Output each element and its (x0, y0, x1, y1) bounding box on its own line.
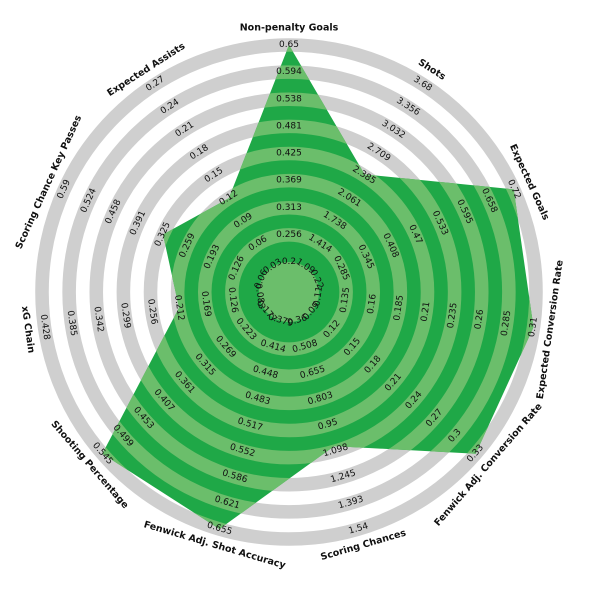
tick-label: 0.256 (145, 298, 159, 325)
tick-label: 0.11 (312, 286, 325, 307)
tick-label: 0.31 (527, 317, 540, 338)
shape-ring-band (225, 228, 353, 356)
tick-label: 0.594 (276, 67, 302, 77)
tick-label: 0.299 (118, 302, 132, 329)
tick-label: 0.313 (276, 203, 302, 213)
tick-label: 0.481 (276, 121, 302, 131)
tick-label: 0.342 (91, 306, 105, 333)
tick-label: 0.083 (253, 283, 267, 310)
tick-label: 0.126 (226, 287, 240, 314)
shape-ring-band (170, 173, 408, 411)
tick-label: 0.65 (279, 40, 299, 50)
tick-label: 0.212 (172, 294, 186, 321)
shape-ring-center (259, 262, 319, 322)
tick-label: 0.538 (276, 94, 302, 104)
tick-label: 0.135 (339, 287, 353, 314)
tick-label: 0.185 (392, 294, 406, 321)
tick-label: 0.169 (199, 291, 213, 318)
tick-label: 0.385 (65, 310, 79, 337)
axis-label: xG Chain (19, 305, 37, 354)
tick-label: 0.26 (473, 309, 486, 331)
tick-label: 0.256 (276, 230, 302, 240)
tick-label: 0.285 (500, 310, 514, 337)
tick-label: 0.2 (282, 257, 296, 267)
tick-label: 0.235 (446, 302, 460, 329)
tick-label: 0.21 (420, 301, 433, 322)
shape-ring-band (197, 200, 381, 384)
tick-label: 0.16 (366, 293, 379, 315)
radar-shape-ring-overlay (102, 45, 534, 529)
tick-label: 0.425 (276, 149, 302, 159)
tick-label: 0.369 (276, 176, 302, 186)
tick-label: 0.428 (38, 314, 52, 341)
axis-label: Non-penalty Goals (240, 23, 339, 34)
